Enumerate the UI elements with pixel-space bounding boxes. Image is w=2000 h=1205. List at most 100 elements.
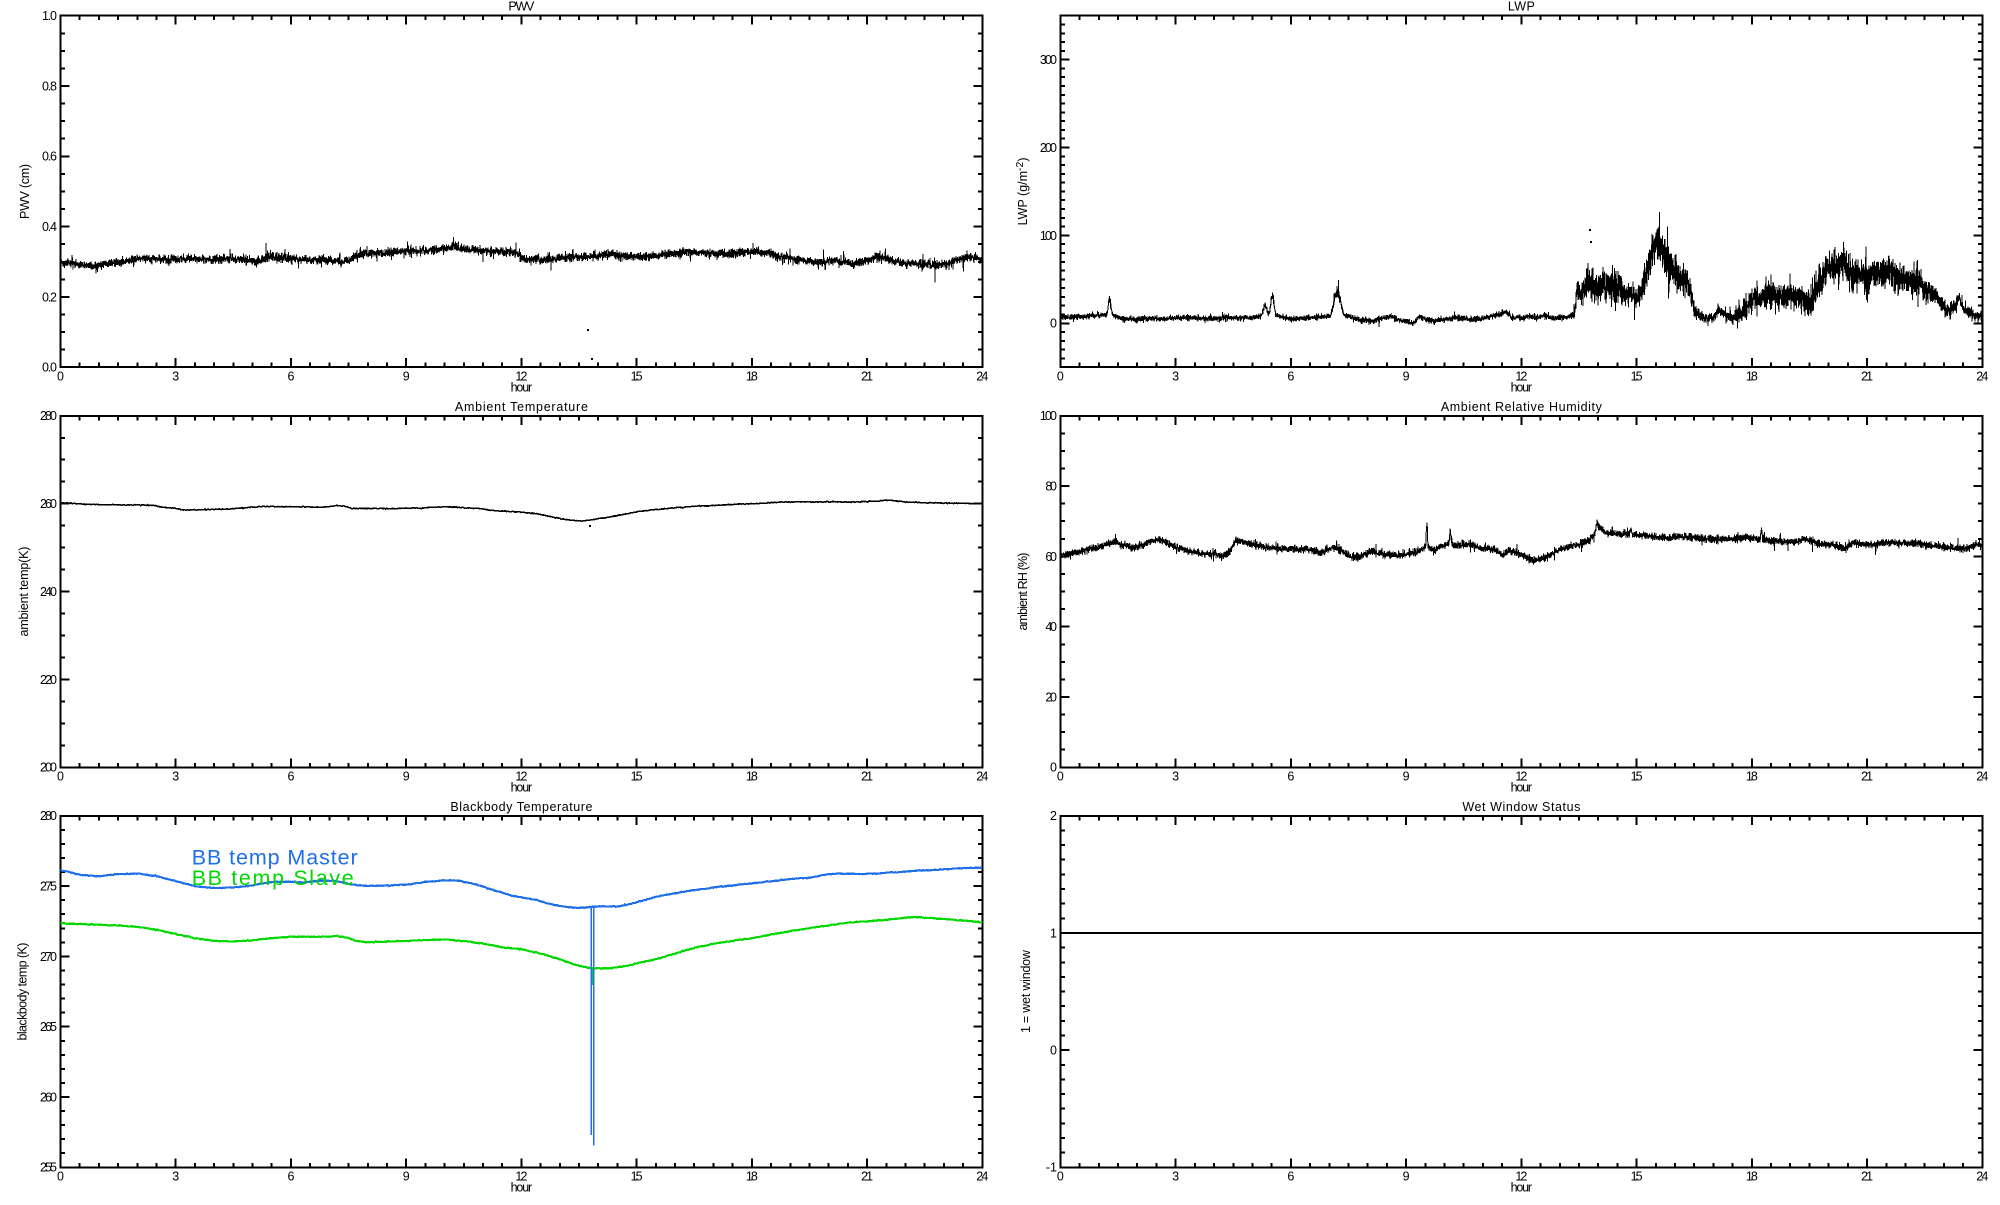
svg-text:1 = wet window: 1 = wet window <box>1019 949 1033 1033</box>
svg-text:21: 21 <box>1861 1170 1873 1184</box>
svg-text:260: 260 <box>40 1090 57 1104</box>
svg-text:24: 24 <box>1976 1170 1988 1184</box>
svg-text:0: 0 <box>1050 761 1057 775</box>
svg-text:3: 3 <box>1172 1170 1179 1184</box>
svg-text:3: 3 <box>1172 770 1179 784</box>
svg-text:Ambient Temperature: Ambient Temperature <box>455 400 588 414</box>
svg-text:12: 12 <box>515 370 527 384</box>
svg-text:280: 280 <box>40 809 57 823</box>
svg-text:2: 2 <box>1050 809 1057 823</box>
svg-text:3: 3 <box>172 370 179 384</box>
svg-text:-1: -1 <box>1046 1161 1057 1175</box>
svg-text:12: 12 <box>1515 1170 1527 1184</box>
svg-text:12: 12 <box>515 770 527 784</box>
svg-text:0.2: 0.2 <box>42 290 57 304</box>
svg-text:9: 9 <box>1403 770 1410 784</box>
svg-text:3: 3 <box>1172 370 1179 384</box>
svg-text:0: 0 <box>1057 770 1064 784</box>
svg-text:12: 12 <box>1515 370 1527 384</box>
svg-text:6: 6 <box>287 770 294 784</box>
svg-text:0: 0 <box>57 770 64 784</box>
svg-text:ambient temp(K): ambient temp(K) <box>17 547 31 637</box>
svg-text:3: 3 <box>172 1170 179 1184</box>
svg-text:12: 12 <box>1515 770 1527 784</box>
svg-text:15: 15 <box>1631 370 1643 384</box>
svg-text:240: 240 <box>40 585 57 599</box>
svg-text:0: 0 <box>1057 1170 1064 1184</box>
svg-text:80: 80 <box>1045 480 1057 494</box>
svg-text:15: 15 <box>1631 1170 1643 1184</box>
svg-text:275: 275 <box>40 880 57 894</box>
svg-text:100: 100 <box>1040 409 1057 423</box>
svg-text:18: 18 <box>746 370 758 384</box>
svg-text:hour: hour <box>511 780 533 794</box>
svg-text:21: 21 <box>1861 770 1873 784</box>
svg-text:6: 6 <box>287 370 294 384</box>
svg-text:21: 21 <box>861 770 873 784</box>
svg-text:0.0: 0.0 <box>42 361 57 375</box>
svg-text:200: 200 <box>1040 141 1057 155</box>
svg-text:260: 260 <box>40 497 57 511</box>
svg-text:6: 6 <box>1287 770 1294 784</box>
svg-text:9: 9 <box>403 770 410 784</box>
svg-text:LWP: LWP <box>1508 0 1535 14</box>
svg-text:6: 6 <box>1287 1170 1294 1184</box>
svg-text:0: 0 <box>1050 317 1057 331</box>
svg-text:Ambient Relative Humidity: Ambient Relative Humidity <box>1441 400 1603 414</box>
svg-text:1: 1 <box>1050 926 1057 940</box>
svg-text:hour: hour <box>1511 380 1533 394</box>
svg-text:220: 220 <box>40 673 57 687</box>
svg-text:0: 0 <box>1050 1044 1057 1058</box>
svg-text:21: 21 <box>1861 370 1873 384</box>
svg-text:Blackbody Temperature: Blackbody Temperature <box>450 800 592 814</box>
svg-text:BB temp Slave: BB temp Slave <box>192 866 354 890</box>
svg-text:6: 6 <box>1287 370 1294 384</box>
svg-text:9: 9 <box>403 1170 410 1184</box>
svg-text:hour: hour <box>511 1180 533 1194</box>
svg-text:21: 21 <box>861 1170 873 1184</box>
svg-text:24: 24 <box>976 370 988 384</box>
svg-text:100: 100 <box>1040 229 1057 243</box>
svg-text:24: 24 <box>976 770 988 784</box>
svg-text:200: 200 <box>40 761 57 775</box>
svg-text:18: 18 <box>746 1170 758 1184</box>
svg-text:0.4: 0.4 <box>42 220 57 234</box>
svg-text:18: 18 <box>746 770 758 784</box>
svg-text:PWV (cm): PWV (cm) <box>18 164 32 219</box>
svg-text:ambient RH (%): ambient RH (%) <box>1016 553 1030 631</box>
svg-text:265: 265 <box>40 1020 57 1034</box>
svg-text:Wet Window Status: Wet Window Status <box>1462 800 1580 814</box>
svg-text:hour: hour <box>1511 780 1533 794</box>
svg-text:0: 0 <box>1057 370 1064 384</box>
svg-text:18: 18 <box>1746 770 1758 784</box>
svg-text:255: 255 <box>40 1161 57 1175</box>
svg-text:40: 40 <box>1045 620 1057 634</box>
svg-text:0: 0 <box>57 1170 64 1184</box>
svg-text:9: 9 <box>403 370 410 384</box>
svg-text:60: 60 <box>1045 550 1057 564</box>
svg-text:9: 9 <box>1403 370 1410 384</box>
svg-text:24: 24 <box>1976 370 1988 384</box>
svg-text:24: 24 <box>1976 770 1988 784</box>
svg-text:300: 300 <box>1040 53 1057 67</box>
svg-text:280: 280 <box>40 409 57 423</box>
svg-text:LWP (g/m-2): LWP (g/m-2) <box>1014 157 1030 225</box>
svg-text:270: 270 <box>40 950 57 964</box>
svg-text:18: 18 <box>1746 370 1758 384</box>
svg-text:15: 15 <box>1631 770 1643 784</box>
svg-text:0.6: 0.6 <box>42 150 57 164</box>
svg-text:12: 12 <box>515 1170 527 1184</box>
svg-text:21: 21 <box>861 370 873 384</box>
svg-text:18: 18 <box>1746 1170 1758 1184</box>
svg-text:3: 3 <box>172 770 179 784</box>
svg-text:PWV: PWV <box>508 0 535 14</box>
svg-text:blackbody temp (K): blackbody temp (K) <box>16 943 30 1041</box>
svg-text:1.0: 1.0 <box>42 9 57 23</box>
svg-text:0: 0 <box>57 370 64 384</box>
svg-text:hour: hour <box>1511 1180 1533 1194</box>
svg-text:hour: hour <box>511 380 533 394</box>
svg-text:20: 20 <box>1045 690 1057 704</box>
svg-text:0.8: 0.8 <box>42 79 57 93</box>
svg-text:BB temp Master: BB temp Master <box>192 845 358 869</box>
svg-text:24: 24 <box>976 1170 988 1184</box>
